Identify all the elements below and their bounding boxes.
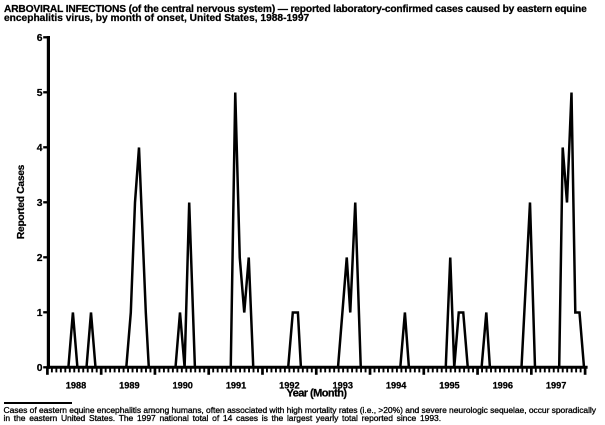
svg-text:0: 0 — [37, 363, 43, 374]
svg-text:6: 6 — [37, 33, 43, 44]
svg-text:1989: 1989 — [119, 380, 139, 390]
svg-text:1: 1 — [37, 308, 43, 319]
svg-text:1990: 1990 — [172, 380, 192, 390]
svg-text:5: 5 — [37, 88, 43, 99]
svg-text:4: 4 — [37, 143, 43, 154]
svg-text:1991: 1991 — [226, 380, 246, 390]
svg-text:Year (Month): Year (Month) — [286, 388, 347, 400]
svg-text:Reported Cases: Reported Cases — [16, 164, 27, 239]
svg-text:1988: 1988 — [66, 380, 86, 390]
svg-text:1994: 1994 — [386, 380, 407, 390]
svg-text:1996: 1996 — [493, 380, 513, 390]
svg-text:1997: 1997 — [546, 380, 566, 390]
svg-text:3: 3 — [37, 198, 43, 209]
svg-text:1995: 1995 — [439, 380, 459, 390]
svg-text:1992: 1992 — [279, 380, 299, 390]
svg-text:1993: 1993 — [333, 380, 353, 390]
svg-text:2: 2 — [37, 253, 43, 264]
